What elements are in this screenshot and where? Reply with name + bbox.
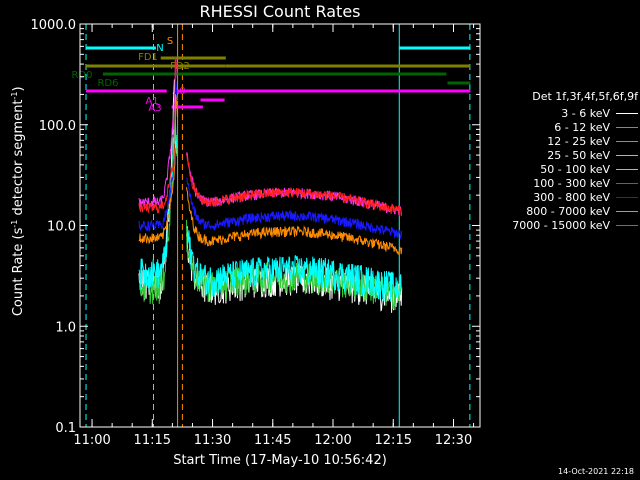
legend-swatch (616, 112, 638, 114)
x-axis-label: Start Time (17-May-10 10:56:42) (173, 453, 387, 468)
plot-frame (79, 23, 481, 428)
legend-entry: 50 - 100 keV (482, 162, 638, 176)
x-tick-label: 11:30 (194, 433, 231, 448)
attenuator-state-label: A0 (172, 86, 185, 97)
legend-swatch (616, 224, 638, 226)
legend-entry: 800 - 7000 keV (482, 204, 638, 218)
legend-label: 100 - 300 keV (533, 176, 610, 190)
legend-label: 300 - 800 keV (533, 190, 610, 204)
legend-label: 800 - 7000 keV (526, 204, 610, 218)
series-line (138, 119, 403, 302)
y-axis-label: Count Rate (s-1 detector segment-1) (9, 86, 27, 317)
x-tick-label: 11:15 (134, 433, 171, 448)
x-tick-label: 12:00 (314, 433, 351, 448)
chart-series (138, 56, 403, 313)
attenuator-state-label: FD1 (138, 52, 158, 63)
legend-label: 50 - 100 keV (540, 162, 610, 176)
y-tick-label: 100.0 (39, 119, 76, 134)
legend-title: Det 1f,3f,4f,5f,6f,9f (532, 90, 638, 103)
legend-swatch (616, 196, 638, 198)
x-tick-label: 11:45 (254, 433, 291, 448)
legend-swatch (616, 210, 638, 212)
series-line (138, 80, 403, 240)
legend-label: 6 - 12 keV (554, 120, 610, 134)
series-line (138, 94, 403, 255)
attenuator-state-label: N (156, 43, 163, 54)
chart-annotations: NS FD1 FD2 RD0 RD6 A1 A0 A3 (71, 24, 471, 427)
legend-swatch (616, 182, 638, 184)
legend-label: 7000 - 15000 keV (512, 218, 610, 232)
timestamp: 14-Oct-2021 22:18 (558, 467, 634, 476)
attenuator-state-label: A1 (145, 96, 158, 107)
attenuator-state-label: S (167, 36, 173, 47)
legend-entry: 300 - 800 keV (482, 190, 638, 204)
x-tick-label: 12:15 (375, 433, 412, 448)
legend-label: 25 - 50 keV (547, 148, 610, 162)
chart-title: RHESSI Count Rates (199, 2, 361, 21)
attenuator-state-label: FD2 (170, 61, 190, 72)
legend-entry: 12 - 25 keV (482, 134, 638, 148)
y-tick-label: 10.0 (47, 220, 76, 235)
y-tick-label: 1.0 (55, 320, 76, 335)
chart-axes: 0.1 1.0 10.0 100.0 1000.0 11:00 11:15 11:30 11:4… (31, 18, 480, 448)
x-tick-label: 12:30 (435, 433, 472, 448)
legend-entry: 7000 - 15000 keV (482, 218, 638, 232)
legend-label: 3 - 6 keV (561, 106, 610, 120)
legend-entry: 6 - 12 keV (482, 120, 638, 134)
legend-swatch (616, 126, 638, 128)
attenuator-state-label: RD6 (97, 78, 118, 89)
legend-swatch (616, 168, 638, 170)
chart-legend: Det 1f,3f,4f,5f,6f,9f 3 - 6 keV 6 - 12 ke… (482, 90, 638, 232)
y-tick-label: 1000.0 (31, 18, 77, 33)
legend-label: 12 - 25 keV (547, 134, 610, 148)
series-line (138, 56, 403, 216)
legend-swatch (616, 140, 638, 142)
legend-entry: 25 - 50 keV (482, 148, 638, 162)
attenuator-state-label: RD0 (71, 70, 92, 81)
legend-entry: 100 - 300 keV (482, 176, 638, 190)
y-tick-label: 0.1 (55, 421, 76, 436)
legend-swatch (616, 154, 638, 156)
attenuator-state-label: A3 (148, 103, 161, 114)
legend-entry: 3 - 6 keV (482, 106, 638, 120)
x-tick-label: 11:00 (73, 433, 110, 448)
